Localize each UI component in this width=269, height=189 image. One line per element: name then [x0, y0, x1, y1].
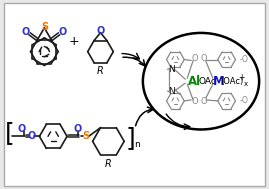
Text: OAc: OAc [198, 77, 216, 86]
Text: O: O [22, 27, 30, 37]
Text: n: n [134, 140, 140, 149]
Text: x: x [243, 81, 247, 87]
Text: O: O [74, 125, 82, 135]
Text: +: + [69, 35, 79, 48]
Text: ]: ] [125, 126, 135, 150]
Text: Al: Al [188, 75, 201, 88]
Text: O: O [96, 26, 105, 36]
Text: -O: -O [239, 96, 248, 105]
Text: +: + [238, 73, 245, 82]
Text: S: S [41, 22, 48, 32]
Text: M: M [213, 75, 225, 88]
Text: O: O [192, 97, 199, 106]
Text: N: N [168, 87, 175, 96]
Text: O: O [201, 97, 207, 106]
Text: N: N [168, 65, 175, 74]
Text: O: O [192, 54, 199, 63]
Text: [: [ [5, 121, 15, 145]
FancyBboxPatch shape [4, 3, 265, 186]
Text: R: R [105, 159, 112, 169]
Text: O: O [27, 131, 36, 141]
Ellipse shape [143, 33, 259, 129]
Text: R: R [97, 66, 104, 76]
Text: O: O [59, 27, 67, 37]
Text: O: O [201, 54, 207, 63]
Text: O: O [17, 125, 26, 135]
Text: S: S [82, 131, 89, 141]
Text: (OAc): (OAc) [221, 77, 244, 86]
Text: -O: -O [239, 55, 248, 64]
